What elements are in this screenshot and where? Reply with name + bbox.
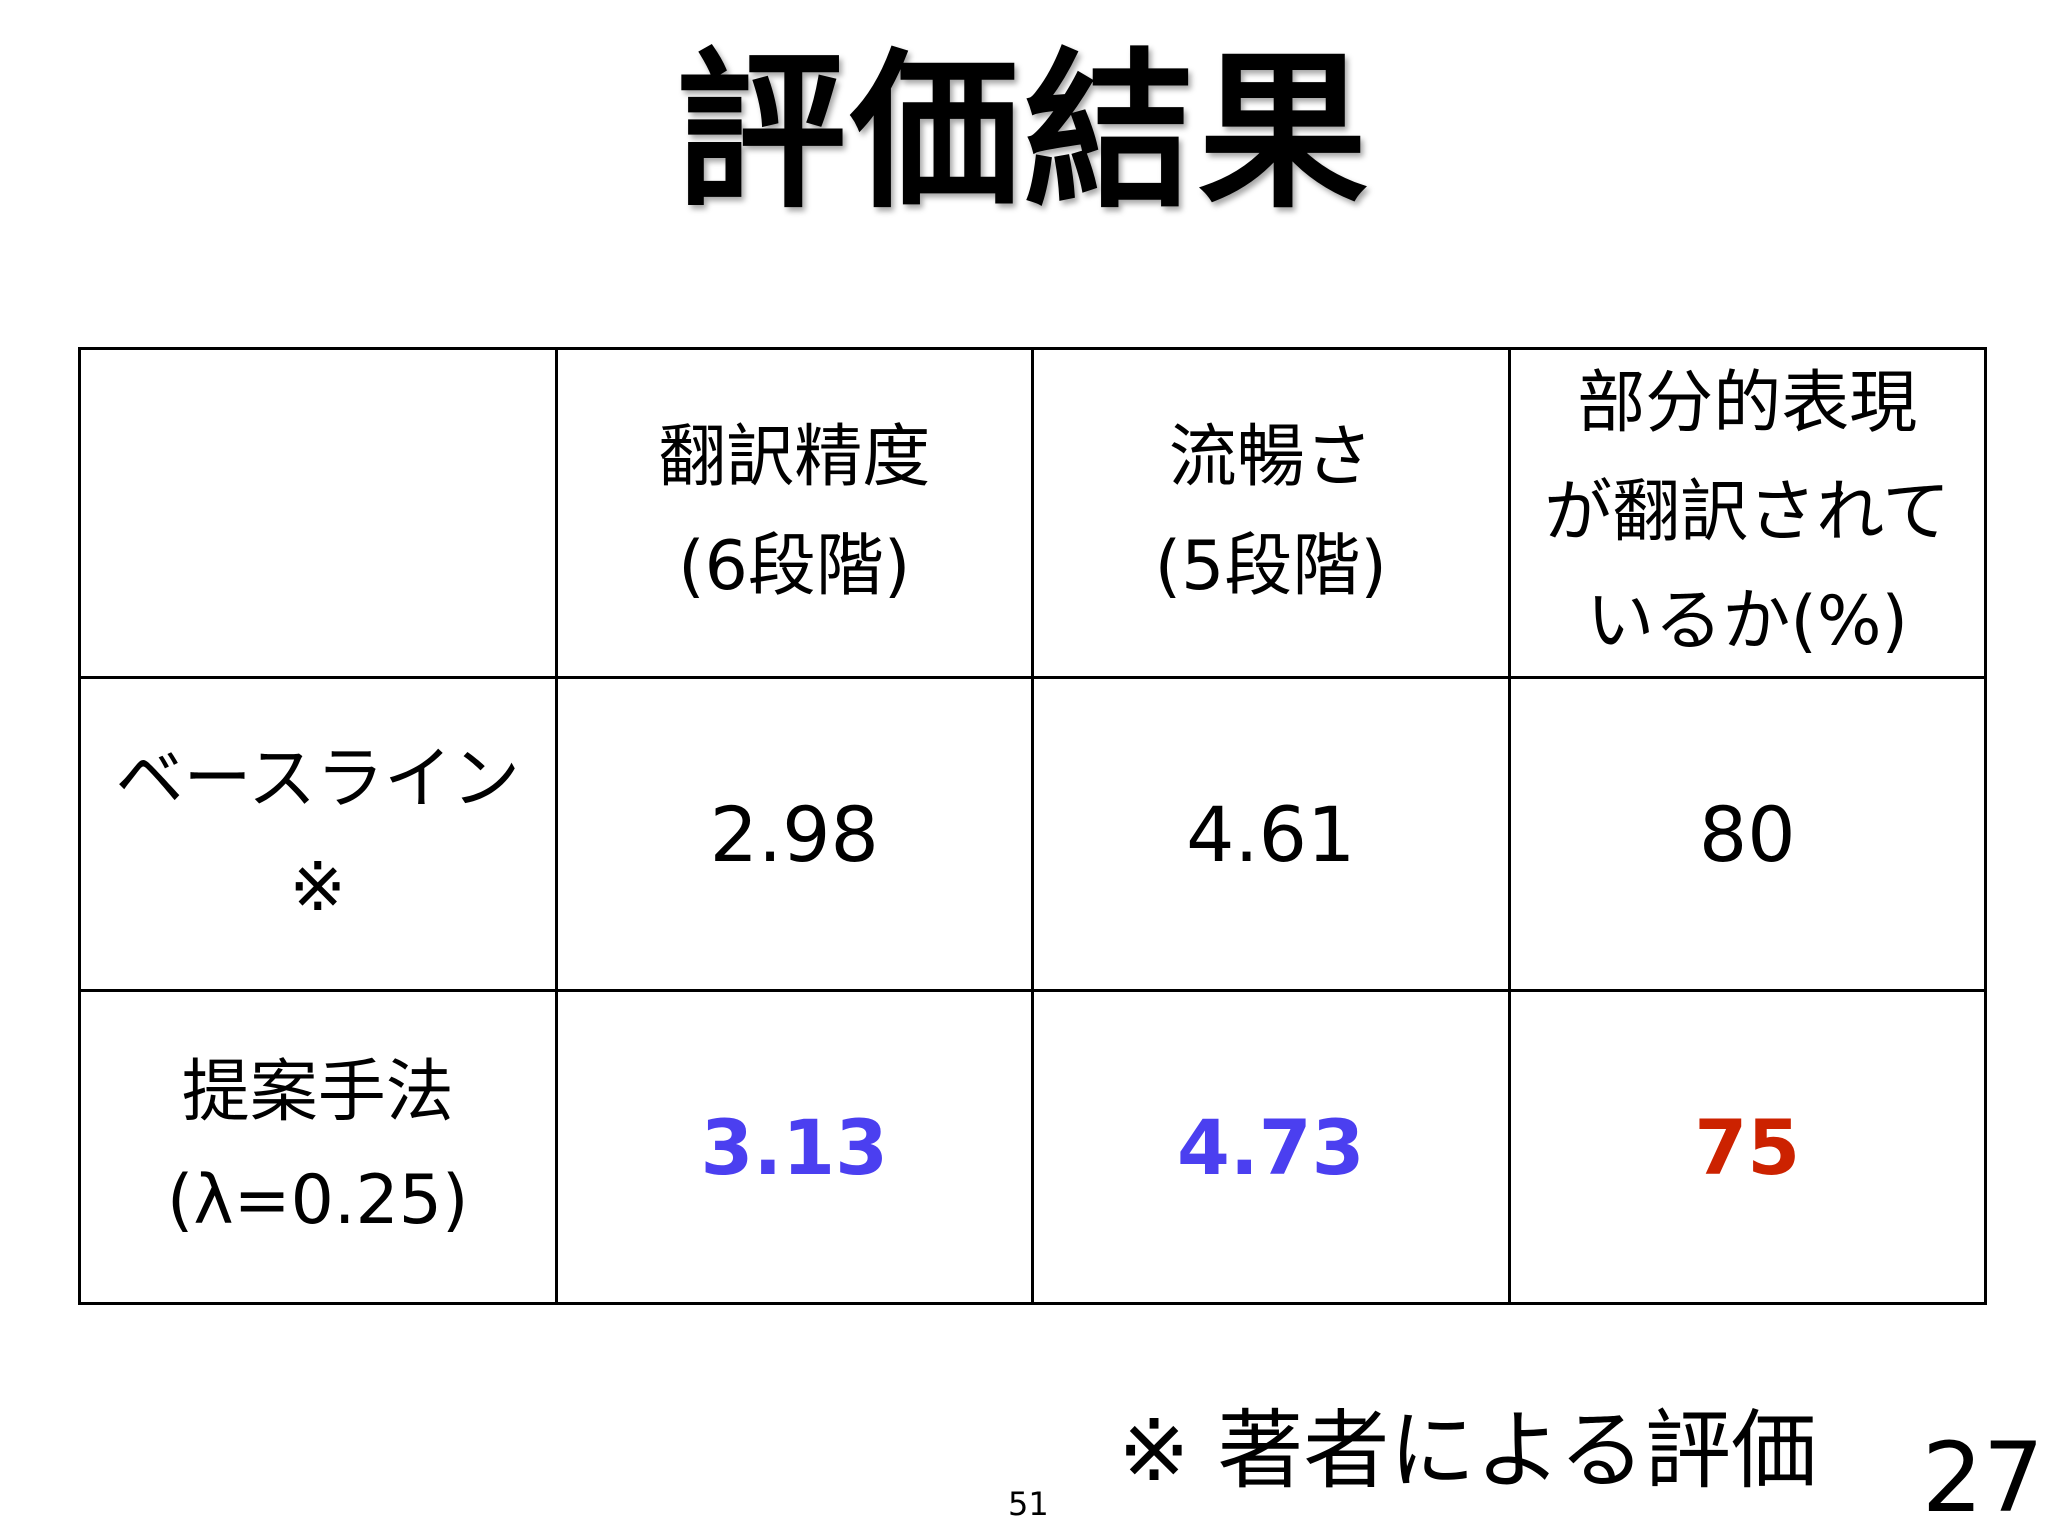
footnote: ※ 著者による評価	[1118, 1401, 1817, 1501]
slide-title: 評価結果	[675, 34, 1372, 232]
cell-proposed-fluency: 4.73	[1031, 989, 1511, 1306]
header-cell-partial-translation: 部分的表現 が翻訳されて いるか(%)	[1507, 346, 1987, 680]
table-row-proposed: 提案手法 (λ=0.25) 3.13 4.73 75	[78, 989, 1987, 1306]
results-table: 翻訳精度 (6段階) 流暢さ (5段階) 部分的表現 が翻訳されて いるか(%)…	[78, 346, 1987, 1306]
table-header-row: 翻訳精度 (6段階) 流暢さ (5段階) 部分的表現 が翻訳されて いるか(%)	[78, 346, 1987, 680]
slide-index: 51	[1008, 1485, 1049, 1523]
header-cell-fluency: 流暢さ (5段階)	[1031, 346, 1511, 680]
table-row-baseline: ベースライン ※ 2.98 4.61 80	[78, 676, 1987, 993]
header-cell-empty	[78, 346, 558, 680]
cell-baseline-accuracy: 2.98	[554, 676, 1034, 993]
row-label-baseline: ベースライン ※	[78, 676, 558, 993]
header-cell-translation-accuracy: 翻訳精度 (6段階)	[554, 346, 1034, 680]
row-label-proposed: 提案手法 (λ=0.25)	[78, 989, 558, 1306]
page-number: 27	[1921, 1422, 2044, 1534]
cell-proposed-partial: 75	[1507, 989, 1987, 1306]
cell-baseline-fluency: 4.61	[1031, 676, 1511, 993]
cell-baseline-partial: 80	[1507, 676, 1987, 993]
cell-proposed-accuracy: 3.13	[554, 989, 1034, 1306]
